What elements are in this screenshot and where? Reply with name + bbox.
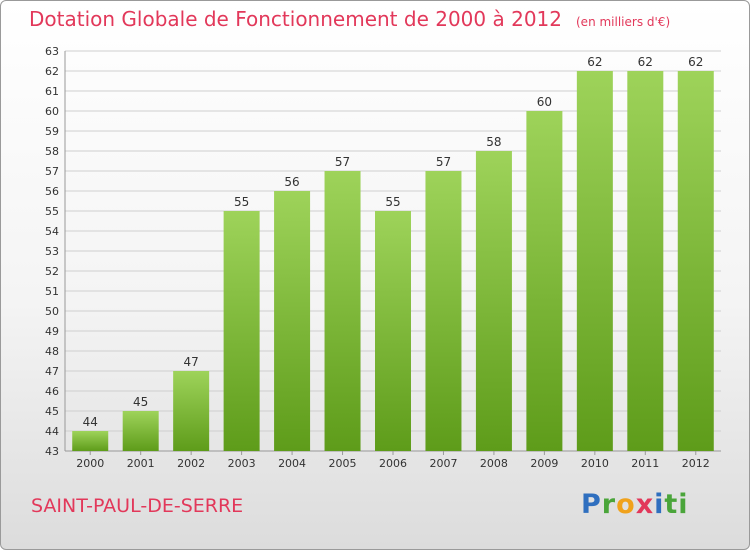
logo-letter: ti bbox=[664, 489, 689, 520]
logo-letter: i bbox=[654, 489, 665, 520]
bar bbox=[223, 211, 260, 451]
x-axis: 2000 2001 2002 2003 2004 2005 2006 2007 2008 2009… bbox=[76, 451, 710, 470]
x-tick-label: 2002 bbox=[177, 457, 205, 470]
y-tick-label: 63 bbox=[45, 45, 59, 58]
y-tick-label: 56 bbox=[45, 185, 59, 198]
x-tick-label: 2007 bbox=[429, 457, 457, 470]
bar bbox=[677, 71, 714, 451]
bar-value-label: 62 bbox=[688, 55, 703, 69]
x-tick-label: 2004 bbox=[278, 457, 306, 470]
logo-letter: P bbox=[581, 489, 602, 520]
logo-letter: r bbox=[601, 489, 617, 520]
bar bbox=[324, 171, 361, 451]
x-tick-label: 2008 bbox=[480, 457, 508, 470]
y-tick-label: 54 bbox=[45, 225, 59, 238]
y-tick-label: 44 bbox=[45, 425, 59, 438]
bar bbox=[72, 431, 109, 451]
y-tick-label: 62 bbox=[45, 65, 59, 78]
x-tick-label: 2000 bbox=[76, 457, 104, 470]
y-tick-label: 43 bbox=[45, 445, 59, 458]
chart-title-text: Dotation Globale de Fonctionnement de 20… bbox=[29, 7, 562, 31]
bar bbox=[627, 71, 664, 451]
y-tick-label: 55 bbox=[45, 205, 59, 218]
y-tick-label: 51 bbox=[45, 285, 59, 298]
y-tick-label: 59 bbox=[45, 125, 59, 138]
bar-value-label: 62 bbox=[587, 55, 602, 69]
y-tick-label: 58 bbox=[45, 145, 59, 158]
y-tick-label: 46 bbox=[45, 385, 59, 398]
y-tick-label: 61 bbox=[45, 85, 59, 98]
bar bbox=[475, 151, 512, 451]
bar-value-label: 44 bbox=[83, 415, 98, 429]
chart-unit: (en milliers d'€) bbox=[576, 15, 671, 29]
x-tick-label: 2003 bbox=[228, 457, 256, 470]
y-tick-label: 57 bbox=[45, 165, 59, 178]
bar-value-label: 60 bbox=[537, 95, 552, 109]
bar bbox=[274, 191, 311, 451]
x-tick-label: 2001 bbox=[127, 457, 155, 470]
x-tick-label: 2006 bbox=[379, 457, 407, 470]
logo-letter: x bbox=[635, 489, 655, 520]
bar-value-label: 58 bbox=[486, 135, 501, 149]
y-tick-label: 53 bbox=[45, 245, 59, 258]
bar-value-label: 47 bbox=[184, 355, 199, 369]
bar bbox=[173, 371, 210, 451]
bar-value-label: 55 bbox=[385, 195, 400, 209]
y-tick-label: 48 bbox=[45, 345, 59, 358]
x-tick-label: 2005 bbox=[329, 457, 357, 470]
chart-title: Dotation Globale de Fonctionnement de 20… bbox=[29, 7, 670, 31]
bar bbox=[375, 211, 411, 451]
x-tick-label: 2011 bbox=[631, 457, 659, 470]
bars: 44 45 47 55 56 57 55 57 58 60 62 62 62 bbox=[72, 55, 714, 451]
bar bbox=[526, 111, 563, 451]
x-tick-label: 2010 bbox=[581, 457, 609, 470]
bar-value-label: 57 bbox=[436, 155, 451, 169]
bar-value-label: 55 bbox=[234, 195, 249, 209]
x-tick-label: 2012 bbox=[682, 457, 710, 470]
y-tick-label: 52 bbox=[45, 265, 59, 278]
y-tick-label: 50 bbox=[45, 305, 59, 318]
x-tick-label: 2009 bbox=[530, 457, 558, 470]
bar bbox=[576, 71, 613, 451]
y-axis: 43 44 45 46 47 48 49 50 51 52 53 54 55 56 57 58 59 60 61 62… bbox=[45, 45, 721, 458]
bar bbox=[122, 411, 159, 451]
y-tick-label: 47 bbox=[45, 365, 59, 378]
bar-value-label: 45 bbox=[133, 395, 148, 409]
bar-value-label: 56 bbox=[284, 175, 299, 189]
commune-name: SAINT-PAUL-DE-SERRE bbox=[31, 495, 244, 517]
y-tick-label: 60 bbox=[45, 105, 59, 118]
y-tick-label: 45 bbox=[45, 405, 59, 418]
bar-value-label: 57 bbox=[335, 155, 350, 169]
y-tick-label: 49 bbox=[45, 325, 59, 338]
bar-value-label: 62 bbox=[638, 55, 653, 69]
logo-letter: o bbox=[616, 489, 636, 520]
bar bbox=[425, 171, 462, 451]
proxiti-logo[interactable]: Proxiti bbox=[581, 489, 689, 520]
